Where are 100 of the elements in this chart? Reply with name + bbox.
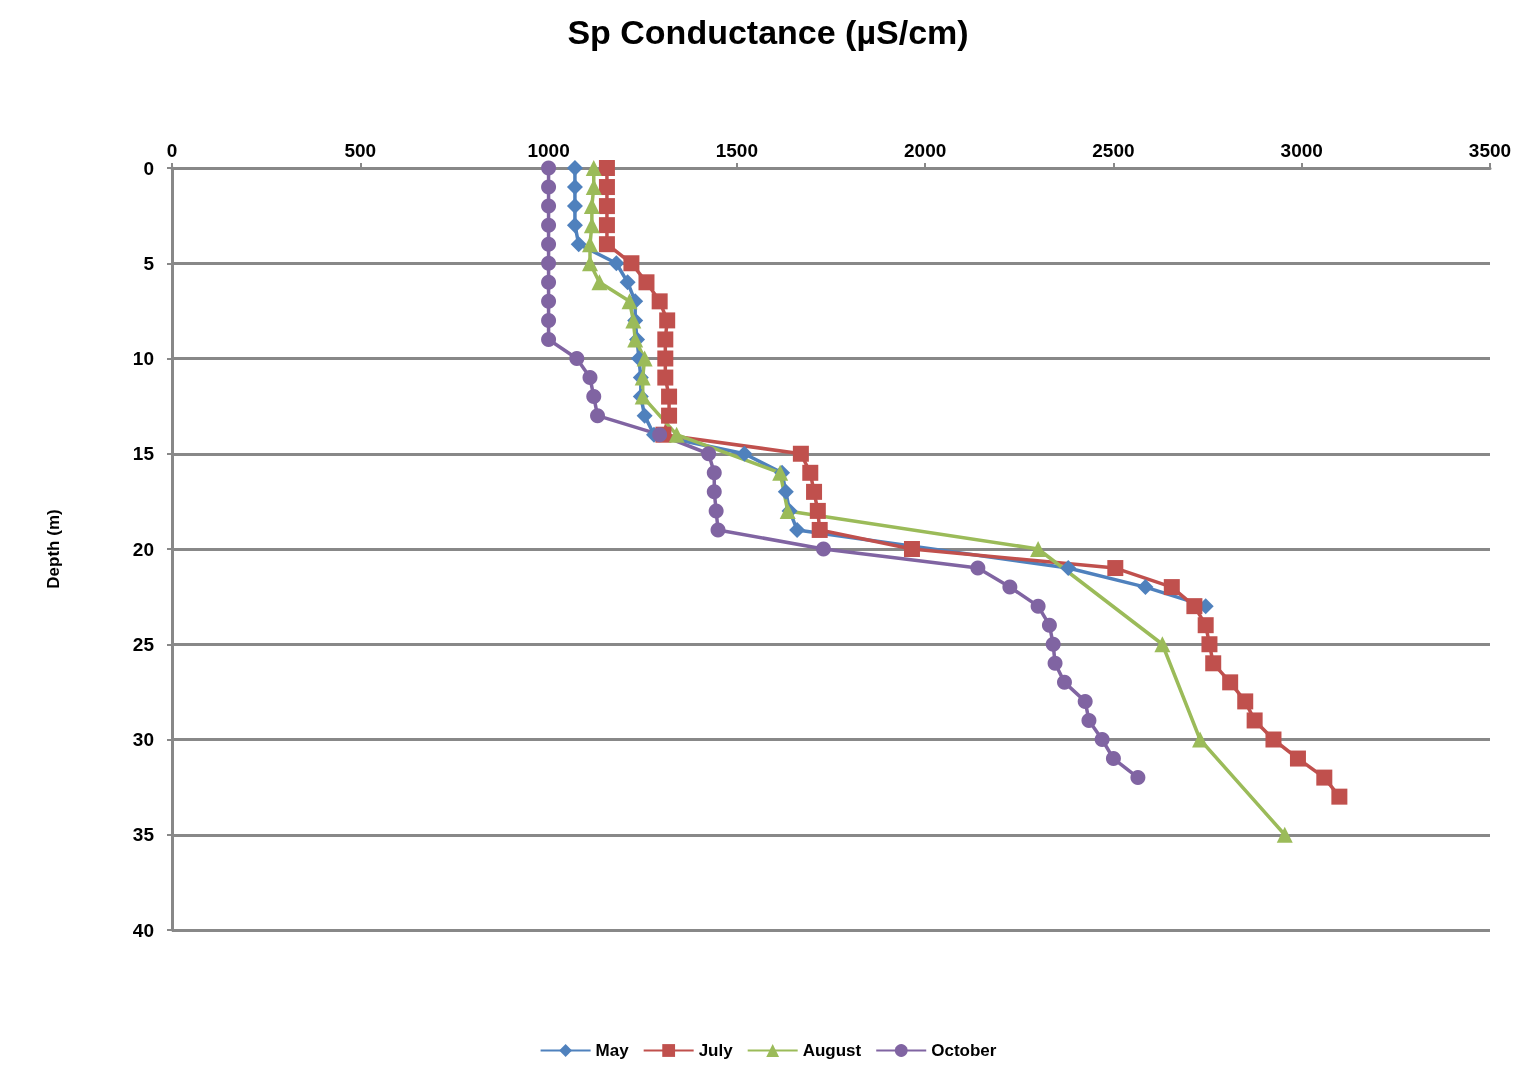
point	[1331, 788, 1348, 805]
x-tick-label: 3000	[1280, 140, 1323, 161]
point	[657, 331, 674, 348]
point	[608, 255, 625, 272]
point	[1107, 560, 1124, 577]
point	[541, 274, 557, 290]
point	[1137, 579, 1154, 596]
point	[541, 179, 557, 195]
point	[903, 541, 920, 557]
point	[581, 236, 598, 253]
point	[1041, 617, 1057, 633]
point	[636, 407, 653, 424]
y-tick-label: 35	[132, 824, 155, 846]
point	[1056, 674, 1072, 690]
point	[1276, 826, 1293, 843]
point	[668, 426, 685, 443]
point	[623, 255, 640, 272]
point	[811, 521, 828, 538]
point	[1060, 560, 1077, 577]
point	[701, 446, 717, 462]
x-tick-label: 2500	[1092, 140, 1135, 161]
point	[777, 483, 794, 500]
chart-title: Sp Conductance (µS/cm)	[567, 13, 969, 51]
point	[598, 179, 615, 196]
legend-label: May	[595, 1041, 630, 1060]
point	[636, 350, 653, 367]
point	[566, 217, 583, 234]
point	[569, 351, 585, 366]
point	[792, 445, 809, 462]
point	[1077, 693, 1093, 709]
point	[541, 331, 557, 347]
point	[598, 236, 615, 253]
point	[1045, 636, 1061, 652]
point	[590, 408, 606, 424]
legend-label: October	[931, 1041, 997, 1060]
point	[566, 179, 583, 196]
point	[541, 236, 557, 252]
point	[1094, 732, 1110, 747]
y-tick-label: 0	[143, 157, 154, 179]
point	[1047, 655, 1063, 671]
point	[1130, 770, 1146, 786]
point	[566, 198, 583, 215]
point	[541, 160, 557, 176]
point	[1246, 712, 1263, 729]
y-tick-label: 5	[143, 252, 155, 274]
point	[806, 483, 823, 500]
point	[1316, 769, 1333, 786]
y-tick-label: 40	[132, 919, 154, 941]
point	[659, 312, 676, 329]
point	[1205, 655, 1222, 672]
x-tick-label: 3500	[1468, 140, 1512, 161]
point	[541, 293, 557, 309]
point	[809, 502, 826, 519]
point	[1289, 750, 1306, 767]
x-tick-label: 1000	[527, 140, 570, 161]
point	[638, 274, 655, 291]
point	[585, 179, 602, 196]
point	[591, 274, 608, 291]
point	[566, 160, 583, 176]
y-tick-label: 20	[132, 538, 154, 560]
x-tick-label: 0	[166, 140, 178, 161]
point	[1030, 598, 1046, 614]
legend-label: August	[802, 1041, 862, 1060]
point	[598, 160, 615, 176]
point	[581, 255, 598, 272]
point	[1081, 712, 1097, 728]
point	[736, 445, 753, 462]
point	[651, 293, 668, 310]
y-tick-label: 10	[132, 348, 154, 369]
point	[970, 560, 986, 576]
point	[570, 236, 587, 253]
point	[1265, 731, 1282, 748]
point	[541, 312, 557, 328]
x-tick-label: 1500	[715, 140, 758, 161]
point	[661, 407, 678, 424]
point	[621, 293, 638, 310]
point	[585, 160, 602, 176]
point	[583, 198, 600, 215]
point	[1201, 636, 1218, 653]
point	[789, 521, 806, 538]
point	[710, 522, 726, 538]
point	[583, 217, 600, 234]
point	[708, 503, 724, 519]
point	[1237, 693, 1254, 710]
point	[1002, 579, 1018, 595]
point	[598, 217, 615, 234]
point	[1186, 598, 1203, 615]
point	[657, 350, 674, 367]
point	[541, 217, 557, 233]
point	[652, 427, 668, 443]
point	[1192, 731, 1209, 748]
point	[582, 370, 598, 386]
point	[706, 465, 722, 481]
y-tick-label: 30	[132, 729, 154, 750]
point	[802, 464, 819, 481]
point	[1197, 617, 1214, 634]
point	[1222, 674, 1239, 691]
legend-label: July	[698, 1041, 734, 1060]
point	[619, 274, 636, 291]
point	[1154, 636, 1171, 653]
